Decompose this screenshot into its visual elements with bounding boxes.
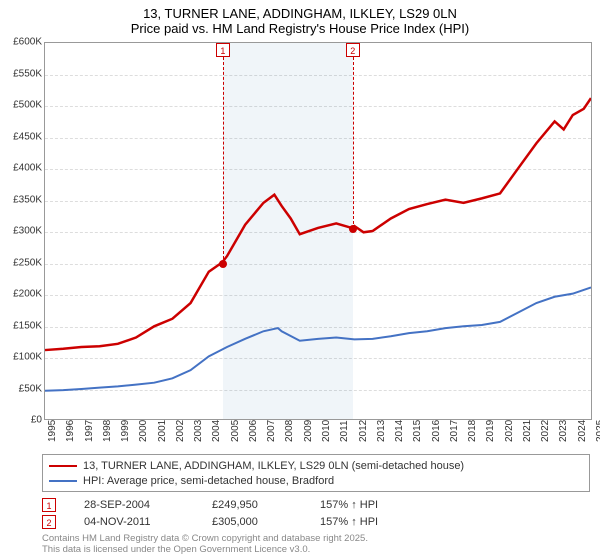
- x-axis-label: 2024: [577, 412, 588, 442]
- y-axis-label: £600K: [2, 37, 42, 48]
- x-axis-label: 2004: [211, 412, 222, 442]
- series-line: [45, 98, 591, 350]
- sale-marker-icon: 2: [42, 515, 56, 529]
- y-axis-label: £550K: [2, 68, 42, 79]
- sale-marker-icon: 1: [42, 498, 56, 512]
- legend-item: 13, TURNER LANE, ADDINGHAM, ILKLEY, LS29…: [49, 458, 583, 473]
- price-marker-dot: [349, 225, 357, 233]
- y-axis-label: £150K: [2, 320, 42, 331]
- legend-label: HPI: Average price, semi-detached house,…: [83, 475, 334, 487]
- price-marker-box: 1: [216, 43, 230, 57]
- x-axis-label: 2007: [266, 412, 277, 442]
- x-axis-label: 1996: [65, 412, 76, 442]
- x-axis-label: 2025: [595, 412, 600, 442]
- price-marker-dot: [219, 260, 227, 268]
- price-marker-box: 2: [346, 43, 360, 57]
- x-axis-label: 2001: [157, 412, 168, 442]
- x-axis-label: 2009: [303, 412, 314, 442]
- y-axis-label: £450K: [2, 131, 42, 142]
- chart-title: 13, TURNER LANE, ADDINGHAM, ILKLEY, LS29…: [0, 0, 600, 38]
- chart-container: 13, TURNER LANE, ADDINGHAM, ILKLEY, LS29…: [0, 0, 600, 560]
- x-axis-label: 2017: [449, 412, 460, 442]
- x-axis-label: 1998: [102, 412, 113, 442]
- x-axis-label: 2005: [230, 412, 241, 442]
- chart-svg: [45, 43, 591, 419]
- footer-attribution: Contains HM Land Registry data © Crown c…: [42, 534, 368, 556]
- x-axis-label: 2018: [467, 412, 478, 442]
- x-axis-label: 2011: [339, 412, 350, 442]
- legend: 13, TURNER LANE, ADDINGHAM, ILKLEY, LS29…: [42, 454, 590, 492]
- x-axis-label: 1995: [47, 412, 58, 442]
- sale-delta: 157% ↑ HPI: [320, 499, 378, 511]
- legend-swatch: [49, 465, 77, 467]
- legend-item: HPI: Average price, semi-detached house,…: [49, 473, 583, 488]
- x-axis-label: 2002: [175, 412, 186, 442]
- title-line-2: Price paid vs. HM Land Registry's House …: [0, 21, 600, 36]
- x-axis-label: 2010: [321, 412, 332, 442]
- y-axis-label: £350K: [2, 194, 42, 205]
- y-axis-label: £200K: [2, 289, 42, 300]
- x-axis-label: 2021: [522, 412, 533, 442]
- x-axis-label: 1999: [120, 412, 131, 442]
- y-axis-label: £50K: [2, 383, 42, 394]
- y-axis-label: £500K: [2, 100, 42, 111]
- sale-date: 28-SEP-2004: [84, 499, 184, 511]
- x-axis-label: 2008: [284, 412, 295, 442]
- legend-swatch: [49, 480, 77, 482]
- x-axis-label: 2013: [376, 412, 387, 442]
- x-axis-label: 2016: [431, 412, 442, 442]
- x-axis-label: 2014: [394, 412, 405, 442]
- sales-row: 1 28-SEP-2004 £249,950 157% ↑ HPI: [42, 496, 590, 513]
- plot-area: 12: [44, 42, 592, 420]
- sale-price: £249,950: [212, 499, 292, 511]
- series-line: [45, 287, 591, 390]
- sales-table: 1 28-SEP-2004 £249,950 157% ↑ HPI 2 04-N…: [42, 496, 590, 530]
- footer-line-2: This data is licensed under the Open Gov…: [42, 545, 368, 556]
- title-line-1: 13, TURNER LANE, ADDINGHAM, ILKLEY, LS29…: [0, 6, 600, 21]
- x-axis-label: 2020: [504, 412, 515, 442]
- x-axis-label: 2023: [558, 412, 569, 442]
- x-axis-label: 2006: [248, 412, 259, 442]
- y-axis-label: £400K: [2, 163, 42, 174]
- x-axis-label: 2003: [193, 412, 204, 442]
- x-axis-label: 2000: [138, 412, 149, 442]
- sale-date: 04-NOV-2011: [84, 516, 184, 528]
- x-axis-label: 2012: [358, 412, 369, 442]
- x-axis-label: 2022: [540, 412, 551, 442]
- sale-price: £305,000: [212, 516, 292, 528]
- legend-label: 13, TURNER LANE, ADDINGHAM, ILKLEY, LS29…: [83, 460, 464, 472]
- y-axis-label: £250K: [2, 257, 42, 268]
- y-axis-label: £0: [2, 415, 42, 426]
- x-axis-label: 2015: [412, 412, 423, 442]
- y-axis-label: £300K: [2, 226, 42, 237]
- x-axis-label: 2019: [485, 412, 496, 442]
- sales-row: 2 04-NOV-2011 £305,000 157% ↑ HPI: [42, 513, 590, 530]
- y-axis-label: £100K: [2, 352, 42, 363]
- x-axis-label: 1997: [84, 412, 95, 442]
- sale-delta: 157% ↑ HPI: [320, 516, 378, 528]
